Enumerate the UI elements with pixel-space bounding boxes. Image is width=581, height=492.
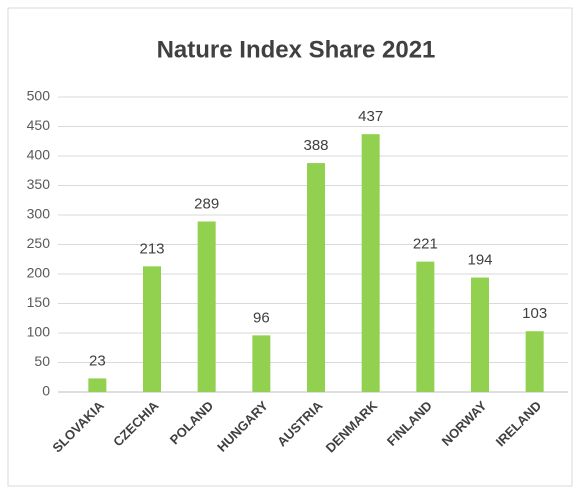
y-tick-label: 450 [27,117,51,133]
y-tick-label: 50 [34,353,50,369]
bar [197,221,216,392]
data-label: 388 [303,137,328,154]
data-label: 213 [139,240,164,257]
bar [252,335,271,392]
data-label: 289 [194,195,219,212]
y-tick-label: 250 [27,235,51,251]
bar [361,134,380,393]
y-tick-label: 150 [27,294,51,310]
y-tick-label: 400 [27,147,51,163]
y-tick-label: 500 [27,88,51,104]
data-label: 23 [89,352,106,369]
data-label: 221 [413,236,438,253]
data-label: 103 [522,305,547,322]
y-tick-label: 350 [27,176,51,192]
y-tick-label: 0 [42,383,50,399]
bar [416,261,435,392]
bar [471,277,489,392]
data-label: 194 [467,252,492,269]
chart-border [7,7,573,487]
data-label: 96 [253,309,270,326]
bar [88,378,107,392]
bar [525,331,544,392]
y-tick-label: 300 [27,206,51,222]
y-tick-label: 200 [27,265,51,281]
chart-title: Nature Index Share 2021 [157,36,436,63]
data-label: 437 [358,108,383,125]
bar [143,266,161,392]
bar [307,163,325,392]
y-tick-label: 100 [27,324,51,340]
